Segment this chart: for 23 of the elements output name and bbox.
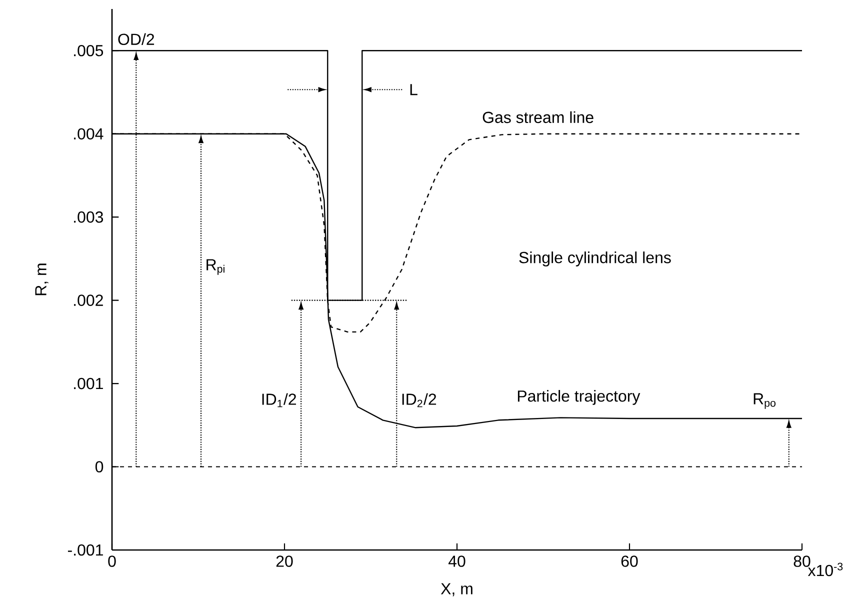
x-tick-label: 20 — [276, 556, 293, 567]
y-tick-label: 0 — [95, 461, 104, 472]
x-tick-label: 40 — [448, 556, 466, 567]
annotation: Single cylindrical lens — [519, 251, 671, 266]
annotation: ID$_{1}$/2 — [262, 393, 296, 408]
annotation: R$_{pi}$ — [206, 259, 224, 275]
annotation: R$_{po}$ — [754, 393, 776, 409]
annotation: Particle trajectory — [518, 390, 640, 405]
x-axis-title: X, m — [440, 583, 472, 596]
y-tick-label: .003 — [74, 211, 104, 223]
annotation: Gas stream line — [482, 111, 594, 124]
annotation: L — [410, 84, 418, 96]
annotation: ID$_{2}$/2 — [402, 393, 436, 408]
y-tick-label: -.001 — [68, 544, 103, 556]
x-tick-label: 0 — [108, 556, 116, 567]
annotation: OD/2 — [118, 33, 154, 46]
x-tick-label: 80 — [794, 556, 810, 567]
y-axis-title: R, m — [35, 264, 48, 296]
y-tick-label: .005 — [74, 44, 104, 56]
y-tick-label: .004 — [74, 128, 104, 140]
y-tick-label: .002 — [74, 294, 103, 306]
y-tick-label: .001 — [74, 378, 103, 390]
x-tick-label: 60 — [621, 556, 638, 567]
